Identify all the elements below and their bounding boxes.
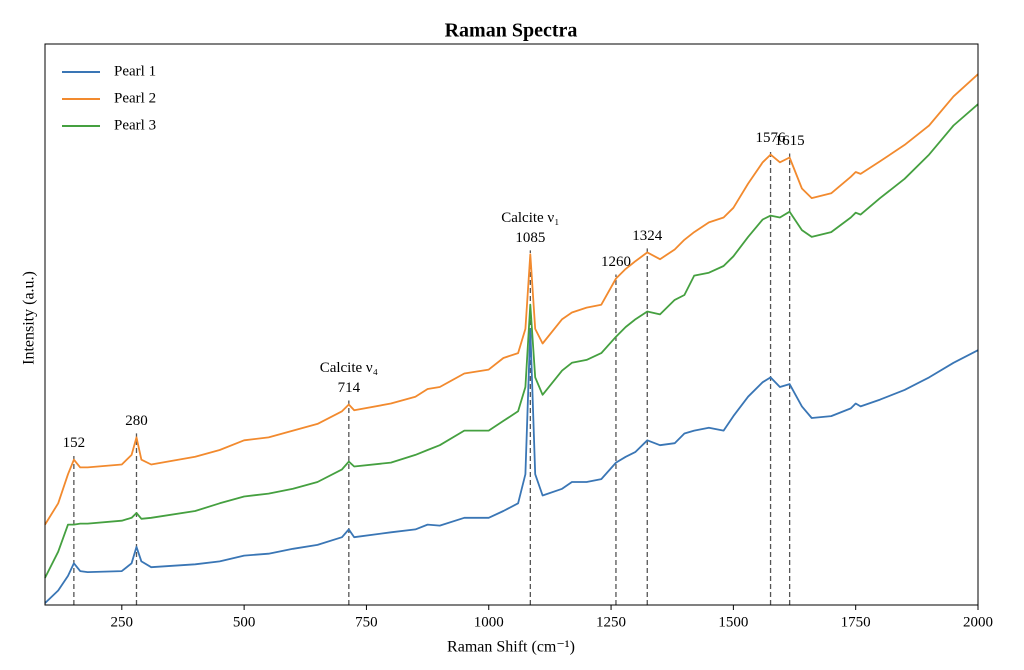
plot-frame	[44, 43, 979, 606]
peak-name: Calcite ν₄	[320, 360, 378, 376]
x-tick-label: 1250	[596, 614, 626, 630]
x-tick-label: 1500	[718, 614, 748, 630]
series-line	[44, 73, 979, 526]
peak-label: 1615	[775, 133, 805, 149]
series-line	[44, 328, 979, 604]
x-tick-label: 500	[233, 614, 256, 630]
peak-label: 152	[63, 435, 86, 451]
peak-label: 714	[338, 380, 361, 396]
x-tick-label: 2000	[963, 614, 993, 630]
legend-label: Pearl 2	[114, 90, 156, 106]
x-tick-label: 1000	[474, 614, 504, 630]
x-tick-label: 750	[355, 614, 378, 630]
peak-label: 1324	[632, 228, 663, 244]
peak-label: 1260	[601, 254, 631, 270]
x-tick-label: 250	[111, 614, 134, 630]
x-axis-label: Raman Shift (cm⁻¹)	[447, 639, 575, 656]
legend-label: Pearl 3	[114, 117, 156, 133]
peak-label: 1576	[756, 130, 787, 146]
y-axis-label: Intensity (a.u.)	[21, 271, 38, 365]
chart-title: Raman Spectra	[445, 20, 578, 42]
peak-label: 1085	[515, 230, 545, 246]
series-line	[44, 103, 979, 579]
legend-label: Pearl 1	[114, 63, 156, 79]
peak-label: 280	[125, 413, 148, 429]
x-tick-label: 1750	[841, 614, 871, 630]
peak-name: Calcite ν₁	[501, 210, 559, 226]
